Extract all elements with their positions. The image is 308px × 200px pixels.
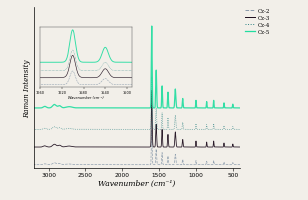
Legend: Cz-2, Cz-3, Cz-4, Cz-5: Cz-2, Cz-3, Cz-4, Cz-5 [245, 9, 270, 35]
X-axis label: Wavenumber (cm⁻¹): Wavenumber (cm⁻¹) [68, 96, 104, 100]
X-axis label: Wavenumber (cm⁻¹): Wavenumber (cm⁻¹) [98, 179, 176, 186]
Y-axis label: Raman Intensity: Raman Intensity [23, 59, 31, 117]
